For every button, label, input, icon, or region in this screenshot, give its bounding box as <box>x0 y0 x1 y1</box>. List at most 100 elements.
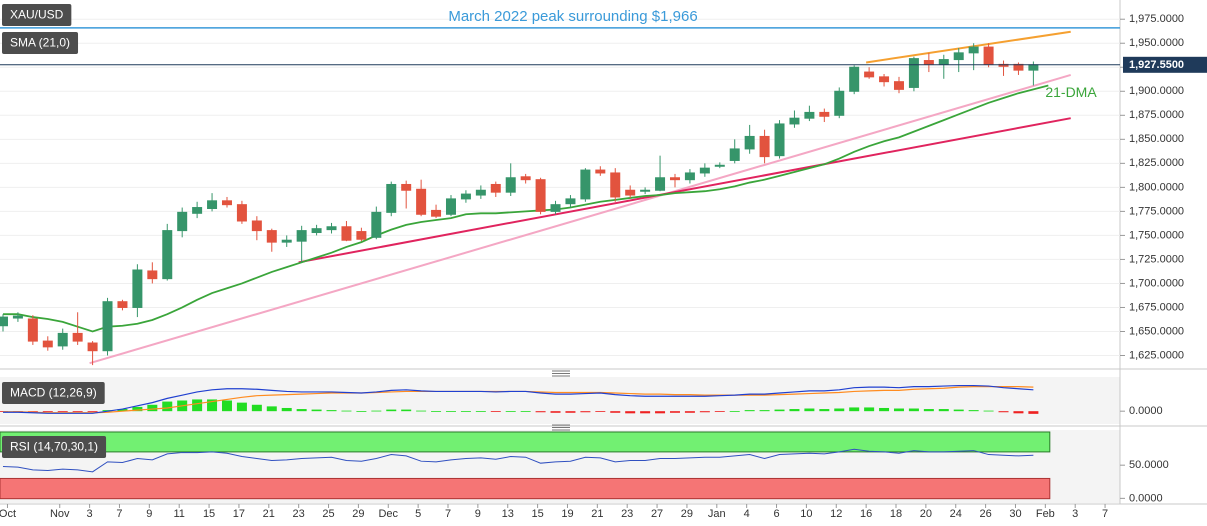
trend-line <box>865 30 1071 64</box>
macd-histogram-bar <box>386 409 397 412</box>
candle-body <box>177 211 188 232</box>
y-tick-label: 1,675.0000 <box>1129 301 1184 313</box>
y-tick-label: 1,750.0000 <box>1129 229 1184 241</box>
candle-body <box>490 183 501 193</box>
y-tick-label: 1,900.0000 <box>1129 85 1184 97</box>
macd-histogram-bar <box>849 407 860 412</box>
candle-body <box>0 316 8 327</box>
sma-line <box>2 84 1049 333</box>
x-tick-label: 7 <box>116 508 122 520</box>
candle-body <box>580 169 591 200</box>
macd-histogram-bar <box>729 411 740 412</box>
macd-histogram-bar <box>565 411 576 413</box>
resize-handle[interactable] <box>552 370 570 377</box>
last-price-box <box>1123 56 1207 73</box>
candle-body <box>27 318 38 342</box>
candle-body <box>520 176 531 181</box>
resize-handle[interactable] <box>552 424 570 431</box>
candle-body <box>281 239 292 243</box>
legend-label: MACD (12,26,9) <box>10 386 97 400</box>
candle-body <box>595 169 606 174</box>
candle-body <box>893 81 904 90</box>
macd-histogram-bar <box>147 404 158 412</box>
x-tick-label: 13 <box>502 508 514 520</box>
candle-body <box>386 183 397 213</box>
x-tick-label: Oct <box>0 508 16 520</box>
hline-label: March 2022 peak surrounding $1,966 <box>448 8 697 25</box>
macd-histogram-bar <box>610 411 621 413</box>
candle-body <box>102 301 113 352</box>
macd-histogram-bar <box>699 411 710 413</box>
macd-histogram-bar <box>162 401 173 412</box>
macd-histogram-bar <box>57 411 68 412</box>
macd-histogram-bar <box>192 399 203 412</box>
candle-body <box>953 52 964 61</box>
macd-histogram-bar <box>804 408 815 412</box>
y-tick-label: 1,800.0000 <box>1129 181 1184 193</box>
macd-histogram-bar <box>774 409 785 412</box>
macd-histogram-bar <box>968 410 979 412</box>
candle-body <box>132 269 143 308</box>
candle-body <box>610 172 621 198</box>
macd-histogram-bar <box>117 409 128 412</box>
macd-histogram-bar <box>505 411 516 412</box>
macd-histogram-bar <box>445 411 456 412</box>
candle-body <box>87 342 98 352</box>
y-tick-label: 1,850.0000 <box>1129 133 1184 145</box>
x-tick-label: 25 <box>322 508 334 520</box>
y-tick-label: 1,825.0000 <box>1129 157 1184 169</box>
candle-body <box>162 230 173 280</box>
candle-body <box>42 340 53 348</box>
y-tick-label: 0.0000 <box>1129 492 1163 504</box>
y-tick-label: 1,650.0000 <box>1129 325 1184 337</box>
y-tick-label: 1,950.0000 <box>1129 37 1184 49</box>
legend-box <box>2 32 79 54</box>
macd-histogram-bar <box>789 409 800 412</box>
legend-label: SMA (21,0) <box>10 36 70 50</box>
x-tick-label: 15 <box>531 508 543 520</box>
x-tick-label: 9 <box>146 508 152 520</box>
candle-body <box>266 230 277 243</box>
candle-body <box>57 332 68 347</box>
macd-histogram-bar <box>1013 411 1024 414</box>
candle-body <box>714 164 725 167</box>
x-tick-label: 21 <box>591 508 603 520</box>
y-tick-label: 1,975.0000 <box>1129 13 1184 25</box>
candle-body <box>819 111 830 117</box>
macd-histogram-bar <box>640 411 651 414</box>
candle-body <box>774 123 785 157</box>
macd-histogram-bar <box>893 408 904 412</box>
candle-body <box>416 188 427 215</box>
x-tick-label: 19 <box>561 508 573 520</box>
y-tick-label: 1,625.0000 <box>1129 349 1184 361</box>
macd-histogram-bar <box>595 411 606 412</box>
candle-body <box>251 220 262 232</box>
macd-panel <box>0 377 1120 424</box>
macd-histogram-bar <box>655 411 666 414</box>
macd-histogram-bar <box>938 409 949 412</box>
x-tick-label: 11 <box>173 508 184 520</box>
macd-histogram-bar <box>819 409 830 412</box>
candle-body <box>296 230 307 242</box>
annotation: 21-DMA <box>1045 84 1097 100</box>
macd-histogram-bar <box>923 409 934 412</box>
rsi-line <box>2 448 1034 473</box>
x-tick-label: 23 <box>621 508 633 520</box>
macd-histogram-bar <box>356 411 367 412</box>
macd-histogram-bar <box>1028 411 1039 414</box>
macd-histogram-bar <box>236 402 247 412</box>
x-tick-label: 23 <box>293 508 305 520</box>
candle-body <box>849 66 860 92</box>
x-tick-label: Feb <box>1036 508 1055 520</box>
x-tick-label: 24 <box>950 508 962 520</box>
legend-label: XAU/USD <box>10 8 64 22</box>
candle-body <box>147 270 158 280</box>
candle-body <box>117 301 128 308</box>
candle-body <box>475 189 486 196</box>
macd-histogram-bar <box>221 400 232 412</box>
macd-histogram-bar <box>535 411 546 413</box>
x-tick-label: Nov <box>50 508 70 520</box>
candle-body <box>655 177 666 191</box>
candle-body <box>684 172 695 181</box>
